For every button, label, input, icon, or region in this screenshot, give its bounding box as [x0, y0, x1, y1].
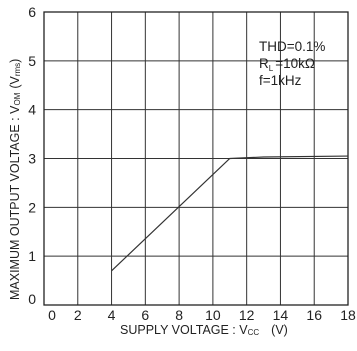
x-tick-labels: 0 2 4 6 8 10 12 14 16 18: [48, 307, 356, 323]
x-tick-label: 2: [74, 307, 82, 323]
y-tick-label: 1: [28, 248, 36, 264]
y-tick-label: 6: [28, 4, 36, 20]
x-axis-label: SUPPLY VOLTAGE : VCC (V): [120, 323, 288, 337]
y-tick-label: 4: [28, 102, 36, 118]
series-line: [111, 155, 349, 272]
grid: [44, 12, 348, 305]
series-group: [111, 155, 349, 272]
x-tick-label: 10: [205, 307, 221, 323]
y-tick-labels: 0 1 2 3 4 5 6: [28, 4, 36, 307]
x-tick-label: 18: [340, 307, 356, 323]
y-tick-label: 0: [28, 291, 36, 307]
y-tick-label: 3: [28, 151, 36, 167]
x-tick-label: 6: [141, 307, 149, 323]
annotation-rl: RL =10kΩ: [259, 56, 315, 73]
annotation-thd: THD=0.1%: [259, 39, 325, 54]
y-tick-label: 2: [28, 199, 36, 215]
x-tick-label: 4: [108, 307, 116, 323]
y-axis-label: MAXIMUM OUTPUT VOLTAGE : VOM(Vrms): [8, 59, 22, 300]
x-tick-label: 12: [239, 307, 255, 323]
y-tick-label: 5: [28, 53, 36, 69]
x-tick-label: 14: [273, 307, 289, 323]
x-tick-label: 0: [48, 307, 56, 323]
x-tick-label: 16: [306, 307, 322, 323]
x-tick-label: 8: [175, 307, 183, 323]
annotation-freq: f=1kHz: [259, 73, 302, 88]
plot-frame: [43, 11, 349, 306]
